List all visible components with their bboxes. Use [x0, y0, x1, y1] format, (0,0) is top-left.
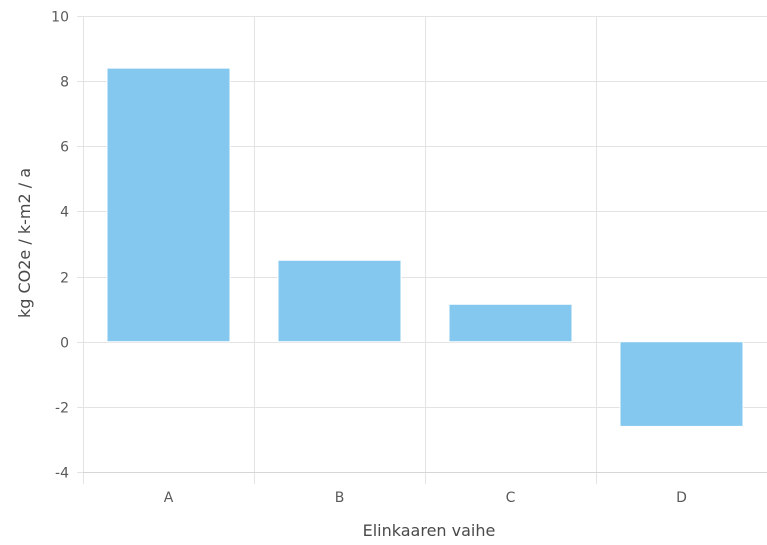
y-tick-label: -2	[55, 401, 69, 417]
bar-d[interactable]	[619, 341, 744, 427]
y-tick-label: 6	[60, 140, 69, 156]
bar-a[interactable]	[106, 67, 231, 343]
x-tick-label: D	[676, 490, 687, 506]
bar-c[interactable]	[448, 303, 573, 343]
y-tick-label: 0	[60, 336, 69, 352]
x-tick-label: B	[335, 490, 345, 506]
bars	[106, 67, 744, 427]
y-tick-label: 2	[60, 271, 69, 287]
x-tick-label: C	[506, 490, 516, 506]
y-axis-title: kg CO2e / k-m2 / a	[15, 168, 34, 318]
y-tick-label: 8	[60, 75, 69, 91]
y-tick-label: 10	[51, 10, 69, 26]
y-tick-label: 4	[60, 205, 69, 221]
x-tick-label: A	[164, 490, 174, 506]
x-axis-title: Elinkaaren vaihe	[363, 521, 496, 540]
labels: 10 8 6 4 2 0 -2 -4 A B C D	[51, 10, 687, 507]
y-tick-label: -4	[55, 466, 69, 482]
bar-b[interactable]	[277, 259, 402, 343]
